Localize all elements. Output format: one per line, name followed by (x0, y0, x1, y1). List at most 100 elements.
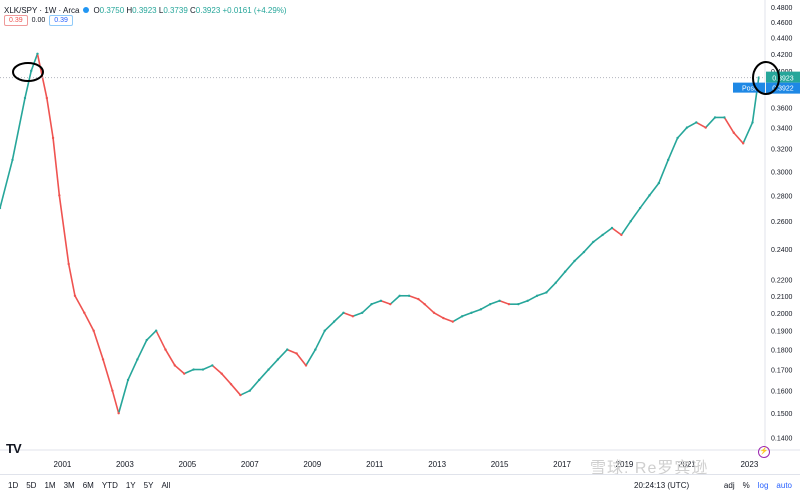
y-tick-label: 0.4800 (771, 5, 793, 12)
series-segment (630, 207, 641, 222)
data-point (276, 358, 280, 361)
series-segment (202, 364, 213, 371)
data-point (667, 158, 670, 162)
data-point (592, 240, 595, 244)
series-segment (443, 317, 454, 323)
series-segment (695, 121, 707, 129)
y-tick-label: 0.3000 (771, 169, 793, 176)
data-point (248, 389, 251, 392)
y-tick-label: 0.2800 (771, 193, 793, 200)
bottom-toolbar: 1D 5D 1M 3M 6M YTD 1Y 5Y All 20:24:13 (UTC) adj … (0, 474, 800, 495)
data-point (117, 412, 120, 415)
series-segment (573, 251, 585, 262)
y-tick-label: 0.1500 (771, 411, 793, 418)
series-segment (111, 390, 120, 414)
data-point (36, 52, 39, 56)
flash-icon[interactable]: ⚡ (758, 446, 770, 458)
auto-toggle[interactable]: auto (776, 480, 792, 490)
post-badge (733, 82, 765, 93)
series-segment (471, 308, 482, 314)
series-segment (352, 312, 363, 318)
y-tick-label: 0.3600 (771, 106, 793, 113)
data-point (507, 302, 511, 306)
series-segment (117, 379, 129, 414)
low-value: 0.3739 (163, 5, 188, 15)
data-point (407, 294, 411, 297)
series-segment (249, 379, 260, 392)
series-segment (723, 117, 735, 134)
data-point (479, 308, 483, 311)
data-point (51, 136, 55, 140)
range-button-1d[interactable]: 1D (8, 480, 19, 490)
data-point (442, 316, 445, 320)
post-price-badge (766, 82, 800, 94)
x-tick-label: 2013 (428, 460, 446, 469)
series-segment (424, 303, 435, 314)
range-button-5y[interactable]: 5Y (143, 480, 154, 490)
series-segment (489, 300, 500, 305)
data-point (136, 358, 139, 361)
close-value: 0.3923 (195, 5, 221, 15)
x-tick-label: 2005 (178, 460, 196, 469)
adj-toggle[interactable]: adj (723, 480, 735, 490)
y-tick-label: 0.1800 (771, 348, 793, 355)
data-point (30, 69, 33, 73)
y-tick-label: 0.4400 (771, 36, 793, 43)
data-point (83, 311, 86, 314)
series-segment (527, 295, 538, 302)
spread-value: 0.00 (31, 17, 46, 24)
data-point (601, 233, 604, 237)
ask-badge[interactable]: 0.39 (49, 15, 73, 26)
range-button-6m[interactable]: 6M (82, 480, 94, 490)
log-toggle[interactable]: log (757, 480, 769, 490)
data-point (389, 302, 392, 306)
series-segment (518, 300, 528, 305)
x-tick-label: 2009 (303, 460, 321, 469)
data-point (145, 338, 148, 342)
data-point (379, 299, 383, 302)
series-segment (164, 349, 176, 366)
ohlc-values: O0.3750 H0.3923 L0.3739 C0.3923 +0.0161 … (93, 5, 287, 15)
x-tick-label: 2023 (740, 460, 758, 469)
data-point (563, 270, 567, 273)
series-segment (58, 195, 70, 265)
data-point (73, 294, 77, 297)
price-chart[interactable]: 0.48000.46000.44000.42000.40000.38000.36… (0, 0, 800, 474)
series-segment (380, 300, 391, 305)
symbol-title[interactable]: XLK/SPY · 1W · Arca (4, 5, 80, 15)
series-segment (389, 295, 401, 305)
data-point (111, 389, 114, 392)
data-point (192, 368, 195, 371)
range-button-1y[interactable]: 1Y (125, 480, 136, 490)
data-point (657, 181, 661, 185)
tradingview-logo[interactable]: TV (6, 441, 22, 456)
series-segment (52, 137, 61, 196)
range-selector: 1D 5D 1M 3M 6M YTD 1Y 5Y All (0, 481, 170, 490)
series-segment (733, 132, 744, 144)
series-segment (74, 295, 86, 314)
data-point (92, 329, 95, 332)
series-segment (555, 271, 566, 284)
x-tick-label: 2001 (54, 460, 72, 469)
range-button-3m[interactable]: 3M (63, 480, 75, 490)
series-segment (11, 97, 26, 160)
x-tick-label: 2003 (116, 460, 134, 469)
data-point (432, 311, 436, 314)
data-point (723, 116, 726, 119)
data-point (286, 348, 289, 351)
y-tick-label: 0.4200 (771, 52, 793, 59)
bid-badge[interactable]: 0.39 (4, 15, 28, 26)
range-button-ytd[interactable]: YTD (101, 480, 118, 490)
range-button-all[interactable]: All (161, 480, 171, 490)
series-segment (136, 339, 148, 360)
range-button-1m[interactable]: 1M (44, 480, 56, 490)
data-point (323, 329, 326, 332)
range-button-5d[interactable]: 5D (26, 480, 37, 490)
series-segment (183, 368, 194, 375)
data-point (101, 358, 105, 361)
series-segment (658, 159, 669, 184)
clock[interactable]: 20:24:13 (UTC) (634, 480, 690, 490)
series-segment (0, 159, 14, 209)
percent-toggle[interactable]: % (742, 480, 750, 490)
series-segment (461, 312, 472, 318)
